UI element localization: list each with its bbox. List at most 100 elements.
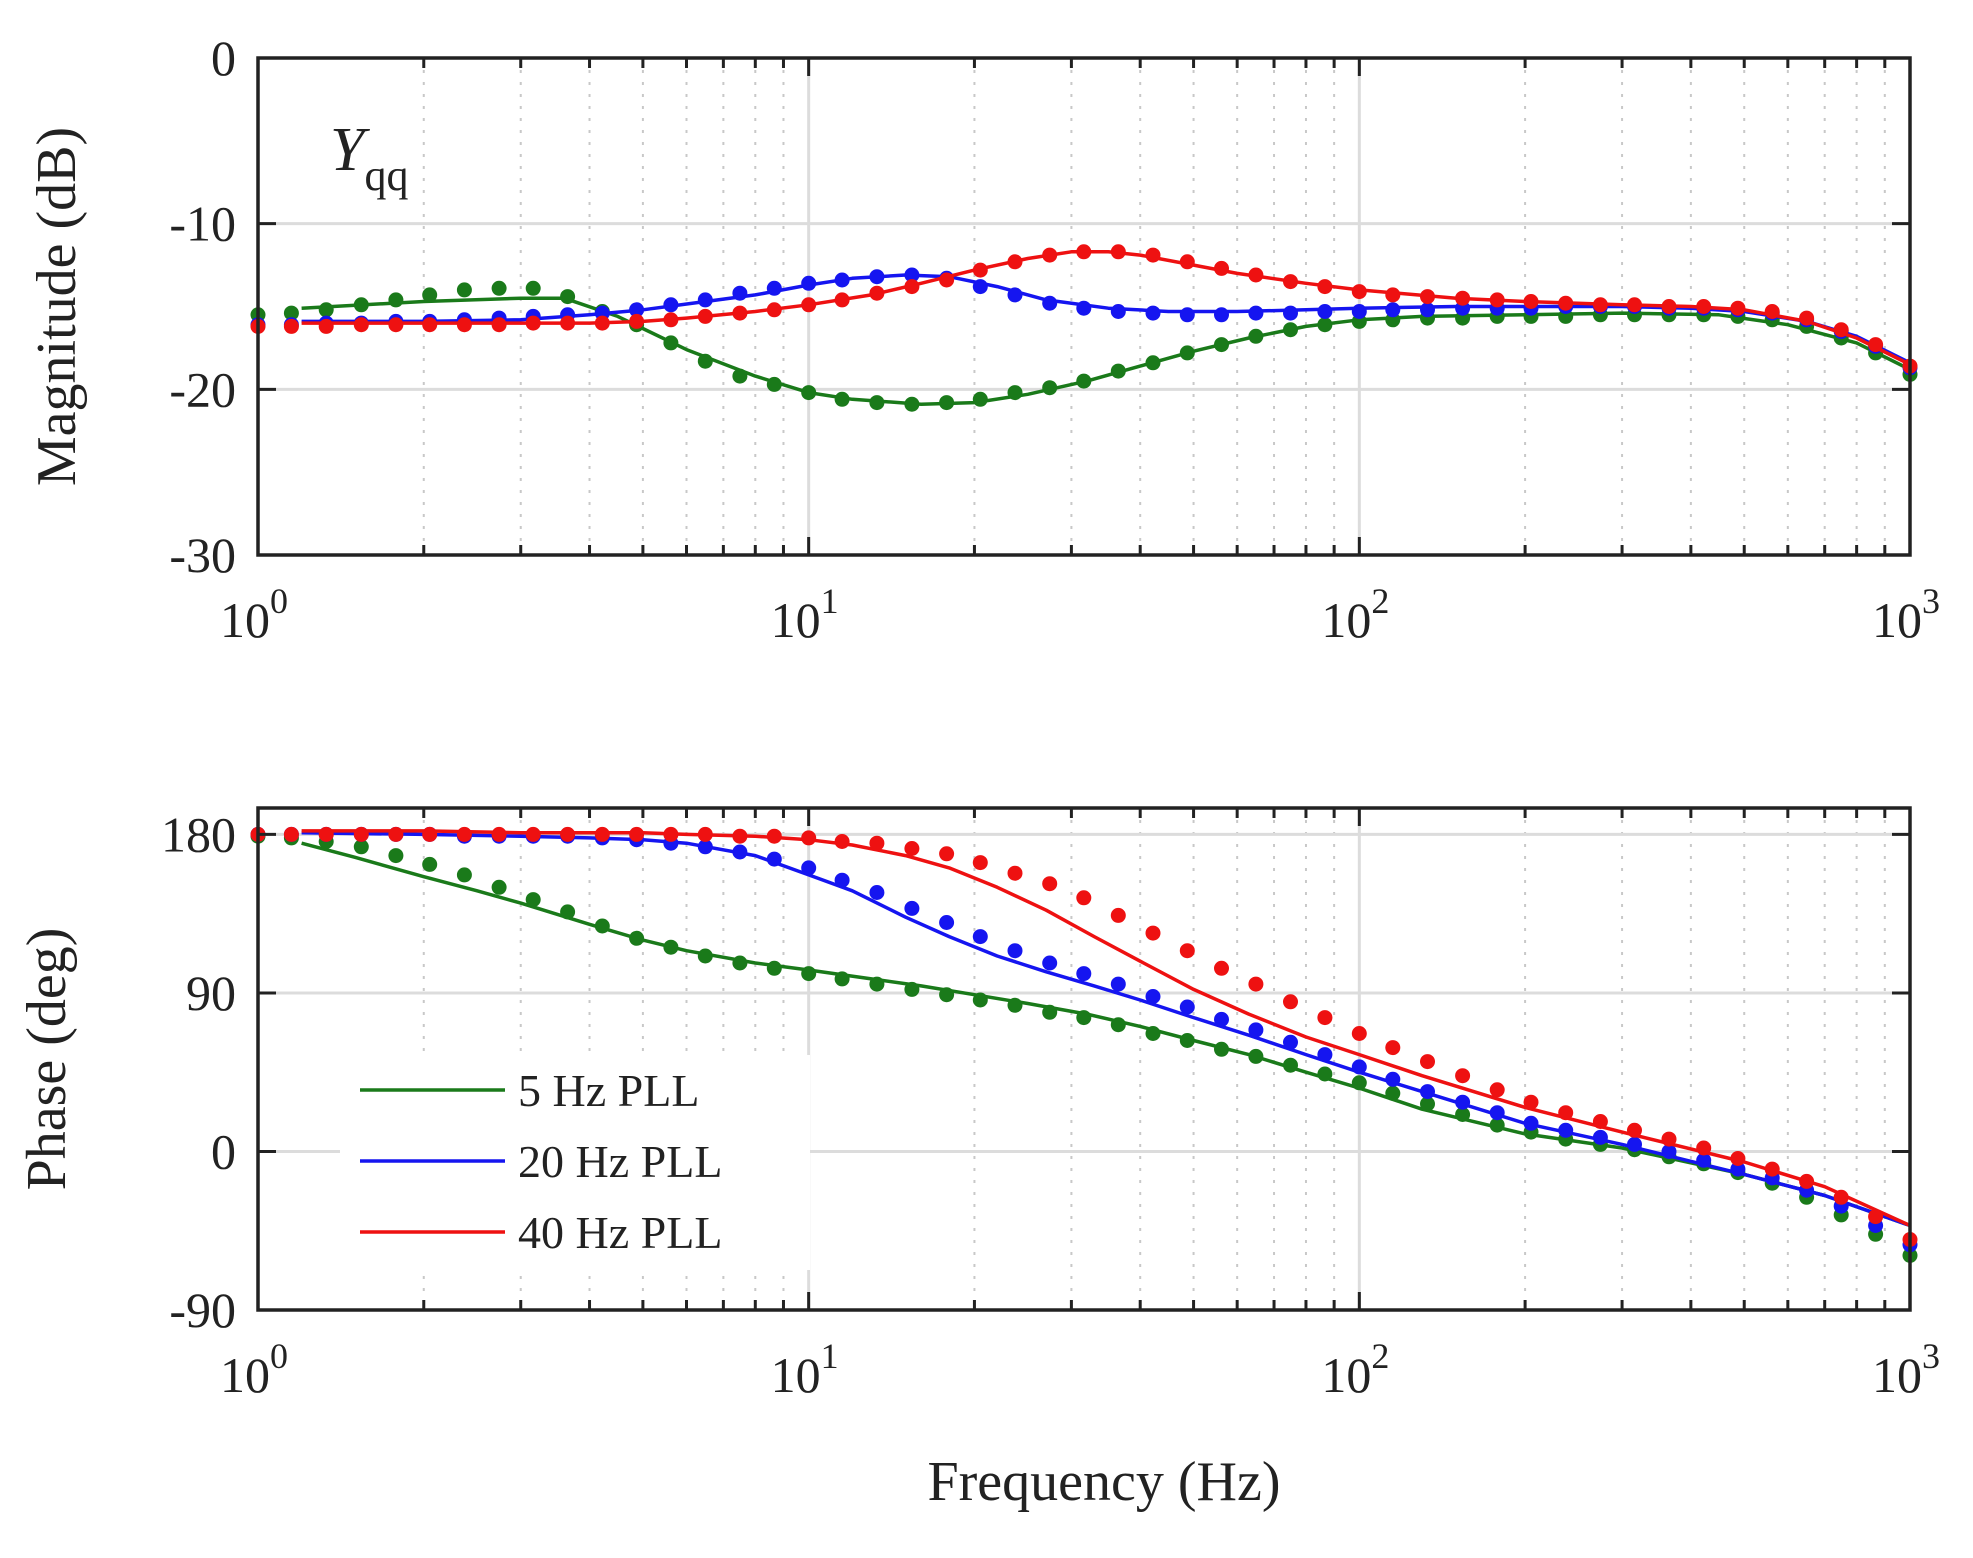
phase-series-40-hz-pll-marker xyxy=(1076,890,1092,906)
phase-series-20-hz-pll-marker xyxy=(1558,1122,1574,1138)
magnitude-series-20-hz-pll-marker xyxy=(869,269,885,285)
phase-series-20-hz-pll-marker xyxy=(1042,955,1058,971)
phase-series-40-hz-pll-marker xyxy=(1592,1114,1608,1129)
phase-series-40-hz-pll-marker xyxy=(904,841,920,856)
magnitude-series-5-hz-pll-marker xyxy=(972,391,988,407)
magnitude-xtick-exponent: 1 xyxy=(821,581,839,621)
phase-series-20-hz-pll-marker xyxy=(1179,999,1195,1015)
phase-ticks xyxy=(256,808,1912,1312)
magnitude-series-5-hz-pll-marker xyxy=(834,391,850,407)
phase-series-20-hz-pll-marker xyxy=(939,915,955,930)
magnitude-xtick-label: 100 xyxy=(220,581,288,648)
magnitude-series-5-hz-pll-marker xyxy=(1007,385,1023,401)
phase-series-40-hz-pll-marker xyxy=(1351,1026,1367,1041)
phase-series-5-hz-pll-marker xyxy=(1455,1107,1471,1122)
phase-series-5-hz-pll-marker xyxy=(456,867,472,883)
phase-ytick-label: 90 xyxy=(186,965,236,1021)
magnitude-series xyxy=(250,244,1918,412)
magnitude-series-40-hz-pll-marker xyxy=(1042,247,1058,263)
magnitude-series-40-hz-pll-marker xyxy=(491,317,507,333)
phase-ytick-label: 0 xyxy=(211,1123,236,1179)
magnitude-series-40-hz-pll-marker xyxy=(766,302,782,318)
phase-xtick-base: 10 xyxy=(1321,1347,1371,1403)
phase-series-40-hz-pll-marker xyxy=(1558,1105,1574,1121)
magnitude-series-40-hz-pll-marker xyxy=(318,318,334,334)
phase-series-20-hz-pll-marker xyxy=(1696,1152,1712,1168)
magnitude-series-5-hz-pll-marker xyxy=(422,287,438,303)
phase-series-40-hz-pll-marker xyxy=(1661,1131,1677,1147)
phase-series-40-hz-pll-marker xyxy=(1248,976,1264,992)
phase-series-40-hz-pll-marker xyxy=(834,834,850,849)
phase-series-40-hz-pll-marker xyxy=(629,826,645,842)
magnitude-series-40-hz-pll-marker xyxy=(663,312,679,328)
legend-entry-20-hz-pll-label: 20 Hz PLL xyxy=(518,1136,722,1187)
magnitude-series-20-hz-pll-marker xyxy=(697,292,713,308)
phase-series-5-hz-pll-marker xyxy=(1420,1096,1435,1112)
magnitude-series-5-hz-pll-marker xyxy=(801,385,817,401)
magnitude-xtick-base: 10 xyxy=(1321,592,1371,648)
magnitude-ytick-label: -20 xyxy=(169,361,236,417)
magnitude-series-5-hz-pll-marker xyxy=(697,353,713,369)
magnitude-series-5-hz-pll-marker xyxy=(525,280,541,296)
magnitude-series-40-hz-pll-marker xyxy=(939,272,955,288)
phase-series-40-hz-pll xyxy=(250,826,1918,1247)
magnitude-series-5-hz-pll-marker xyxy=(1110,363,1126,379)
phase-series-5-hz-pll-marker xyxy=(1042,1004,1058,1020)
phase-xtick-exponent: 0 xyxy=(270,1336,288,1376)
phase-series-5-hz-pll-marker xyxy=(972,992,988,1008)
phase-series-40-hz-pll-marker xyxy=(1042,876,1058,892)
magnitude-series-5-hz-pll-marker xyxy=(456,282,472,298)
phase-series-40-hz-pll-marker xyxy=(869,835,885,851)
phase-series-40-hz-pll-marker xyxy=(766,828,782,844)
phase-series-40-hz-pll-marker xyxy=(1799,1173,1815,1189)
magnitude-xtick-label: 102 xyxy=(1321,581,1389,648)
magnitude-series-20-hz-pll-marker xyxy=(629,302,645,318)
phase-series-40-hz-pll-marker xyxy=(353,826,369,842)
phase-series-5-hz-pll-marker xyxy=(1489,1117,1505,1133)
magnitude-series-20-hz-pll-marker xyxy=(904,267,920,283)
phase-series-20-hz-pll-marker xyxy=(1317,1047,1333,1063)
magnitude-series-40-hz-pll-marker xyxy=(1317,279,1333,295)
magnitude-series-20-hz-pll-marker xyxy=(1385,302,1401,318)
phase-series-5-hz-pll-marker xyxy=(560,904,576,920)
yqq-subscript: qq xyxy=(364,151,408,200)
magnitude-series-40-hz-pll-marker xyxy=(1179,254,1195,270)
magnitude-xtick-exponent: 3 xyxy=(1922,581,1940,621)
phase-series-40-hz-pll-marker xyxy=(1868,1209,1884,1225)
magnitude-series-40-hz-pll-marker xyxy=(1248,267,1264,283)
phase-series-5-hz-pll-marker xyxy=(388,848,404,864)
phase-series-20-hz-pll-marker xyxy=(1627,1136,1642,1152)
magnitude-series-5-hz-pll-marker xyxy=(904,396,920,412)
phase-xtick-base: 10 xyxy=(220,1347,270,1403)
phase-series-40-hz-pll-marker xyxy=(1420,1054,1435,1070)
magnitude-series-5-hz-pll-marker xyxy=(1214,337,1229,353)
phase-series-20-hz-pll-marker xyxy=(1007,943,1023,959)
phase-xtick-base: 10 xyxy=(771,1347,821,1403)
phase-series-40-hz-pll-marker xyxy=(491,826,507,842)
phase-series-40-hz-pll-marker xyxy=(732,828,748,844)
phase-series-20-hz-pll-marker xyxy=(1076,966,1092,982)
yqq-annotation: Yqq xyxy=(330,116,408,200)
phase-series-20-hz-pll-marker xyxy=(1283,1034,1298,1050)
phase-series-20-hz-pll-marker xyxy=(1385,1071,1401,1087)
phase-series-5-hz-pll-marker xyxy=(629,930,645,946)
phase-series-40-hz-pll-marker xyxy=(318,826,334,842)
magnitude-series-40-hz-pll-marker xyxy=(1592,297,1608,313)
phase-series-5-hz-pll-marker xyxy=(1351,1075,1367,1091)
magnitude-series-5-hz-pll-marker xyxy=(283,305,299,321)
legend-entry-40-hz-pll-label: 40 Hz PLL xyxy=(518,1207,722,1258)
phase-series-40-hz-pll-marker xyxy=(1489,1082,1505,1098)
magnitude-series-40-hz-pll-marker xyxy=(1833,322,1849,338)
phase-series-5-hz-pll-marker xyxy=(1007,997,1023,1013)
magnitude-series-20-hz-pll-marker xyxy=(1420,302,1435,318)
magnitude-series-20-hz-pll-marker xyxy=(663,297,679,313)
phase-series-40-hz-pll-marker xyxy=(594,826,610,842)
phase-series-5-hz-pll-marker xyxy=(1283,1057,1298,1073)
magnitude-series-20-hz-pll-marker xyxy=(1042,295,1058,311)
magnitude-series-40-hz-pll-marker xyxy=(388,317,404,333)
phase-series-40-hz-pll-marker xyxy=(801,830,817,846)
magnitude-series-40-hz-pll-marker xyxy=(1145,247,1161,263)
phase-series-40-hz-pll-marker xyxy=(1627,1122,1642,1138)
magnitude-series-40-hz-pll-marker xyxy=(1489,292,1505,308)
